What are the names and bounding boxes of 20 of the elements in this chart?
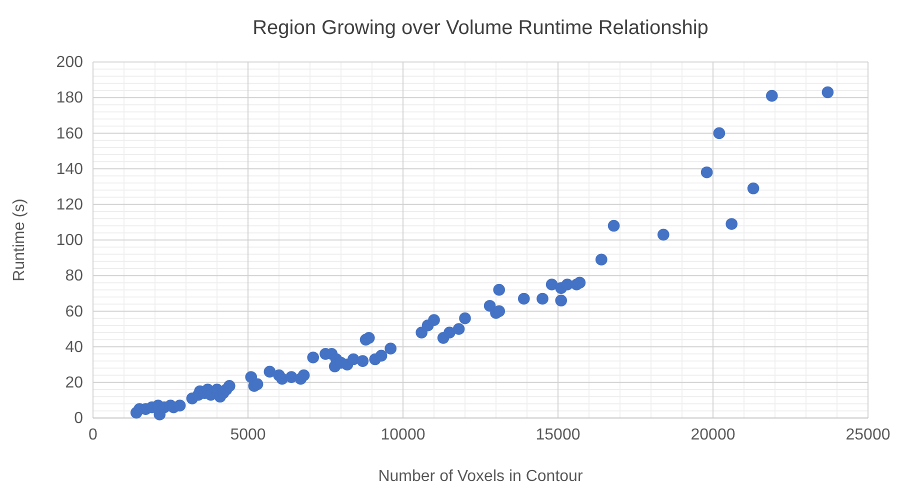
- x-tick-label: 5000: [230, 426, 266, 444]
- chart-title: Region Growing over Volume Runtime Relationship: [252, 17, 708, 39]
- y-tick-label: 180: [56, 90, 84, 107]
- x-tick-label: 0: [88, 426, 98, 444]
- y-tick-label: 80: [65, 268, 84, 285]
- x-tick-label: 10000: [380, 426, 426, 444]
- y-tick-label: 120: [56, 196, 84, 214]
- y-tick-label: 20: [65, 374, 84, 392]
- y-axis-title: Runtime (s): [11, 198, 28, 282]
- y-tick-label: 40: [65, 338, 84, 356]
- x-axis-title: Number of Voxels in Contour: [378, 468, 584, 485]
- x-tick-label: 20000: [690, 426, 736, 444]
- y-tick-label: 100: [56, 232, 84, 250]
- y-tick-label: 0: [74, 410, 84, 428]
- y-tick-label: 60: [65, 303, 84, 320]
- y-tick-label: 140: [56, 160, 84, 178]
- x-tick-label: 25000: [846, 426, 890, 444]
- y-tick-label: 200: [56, 54, 84, 72]
- x-tick-label: 15000: [536, 426, 580, 444]
- y-tick-label: 160: [56, 125, 84, 142]
